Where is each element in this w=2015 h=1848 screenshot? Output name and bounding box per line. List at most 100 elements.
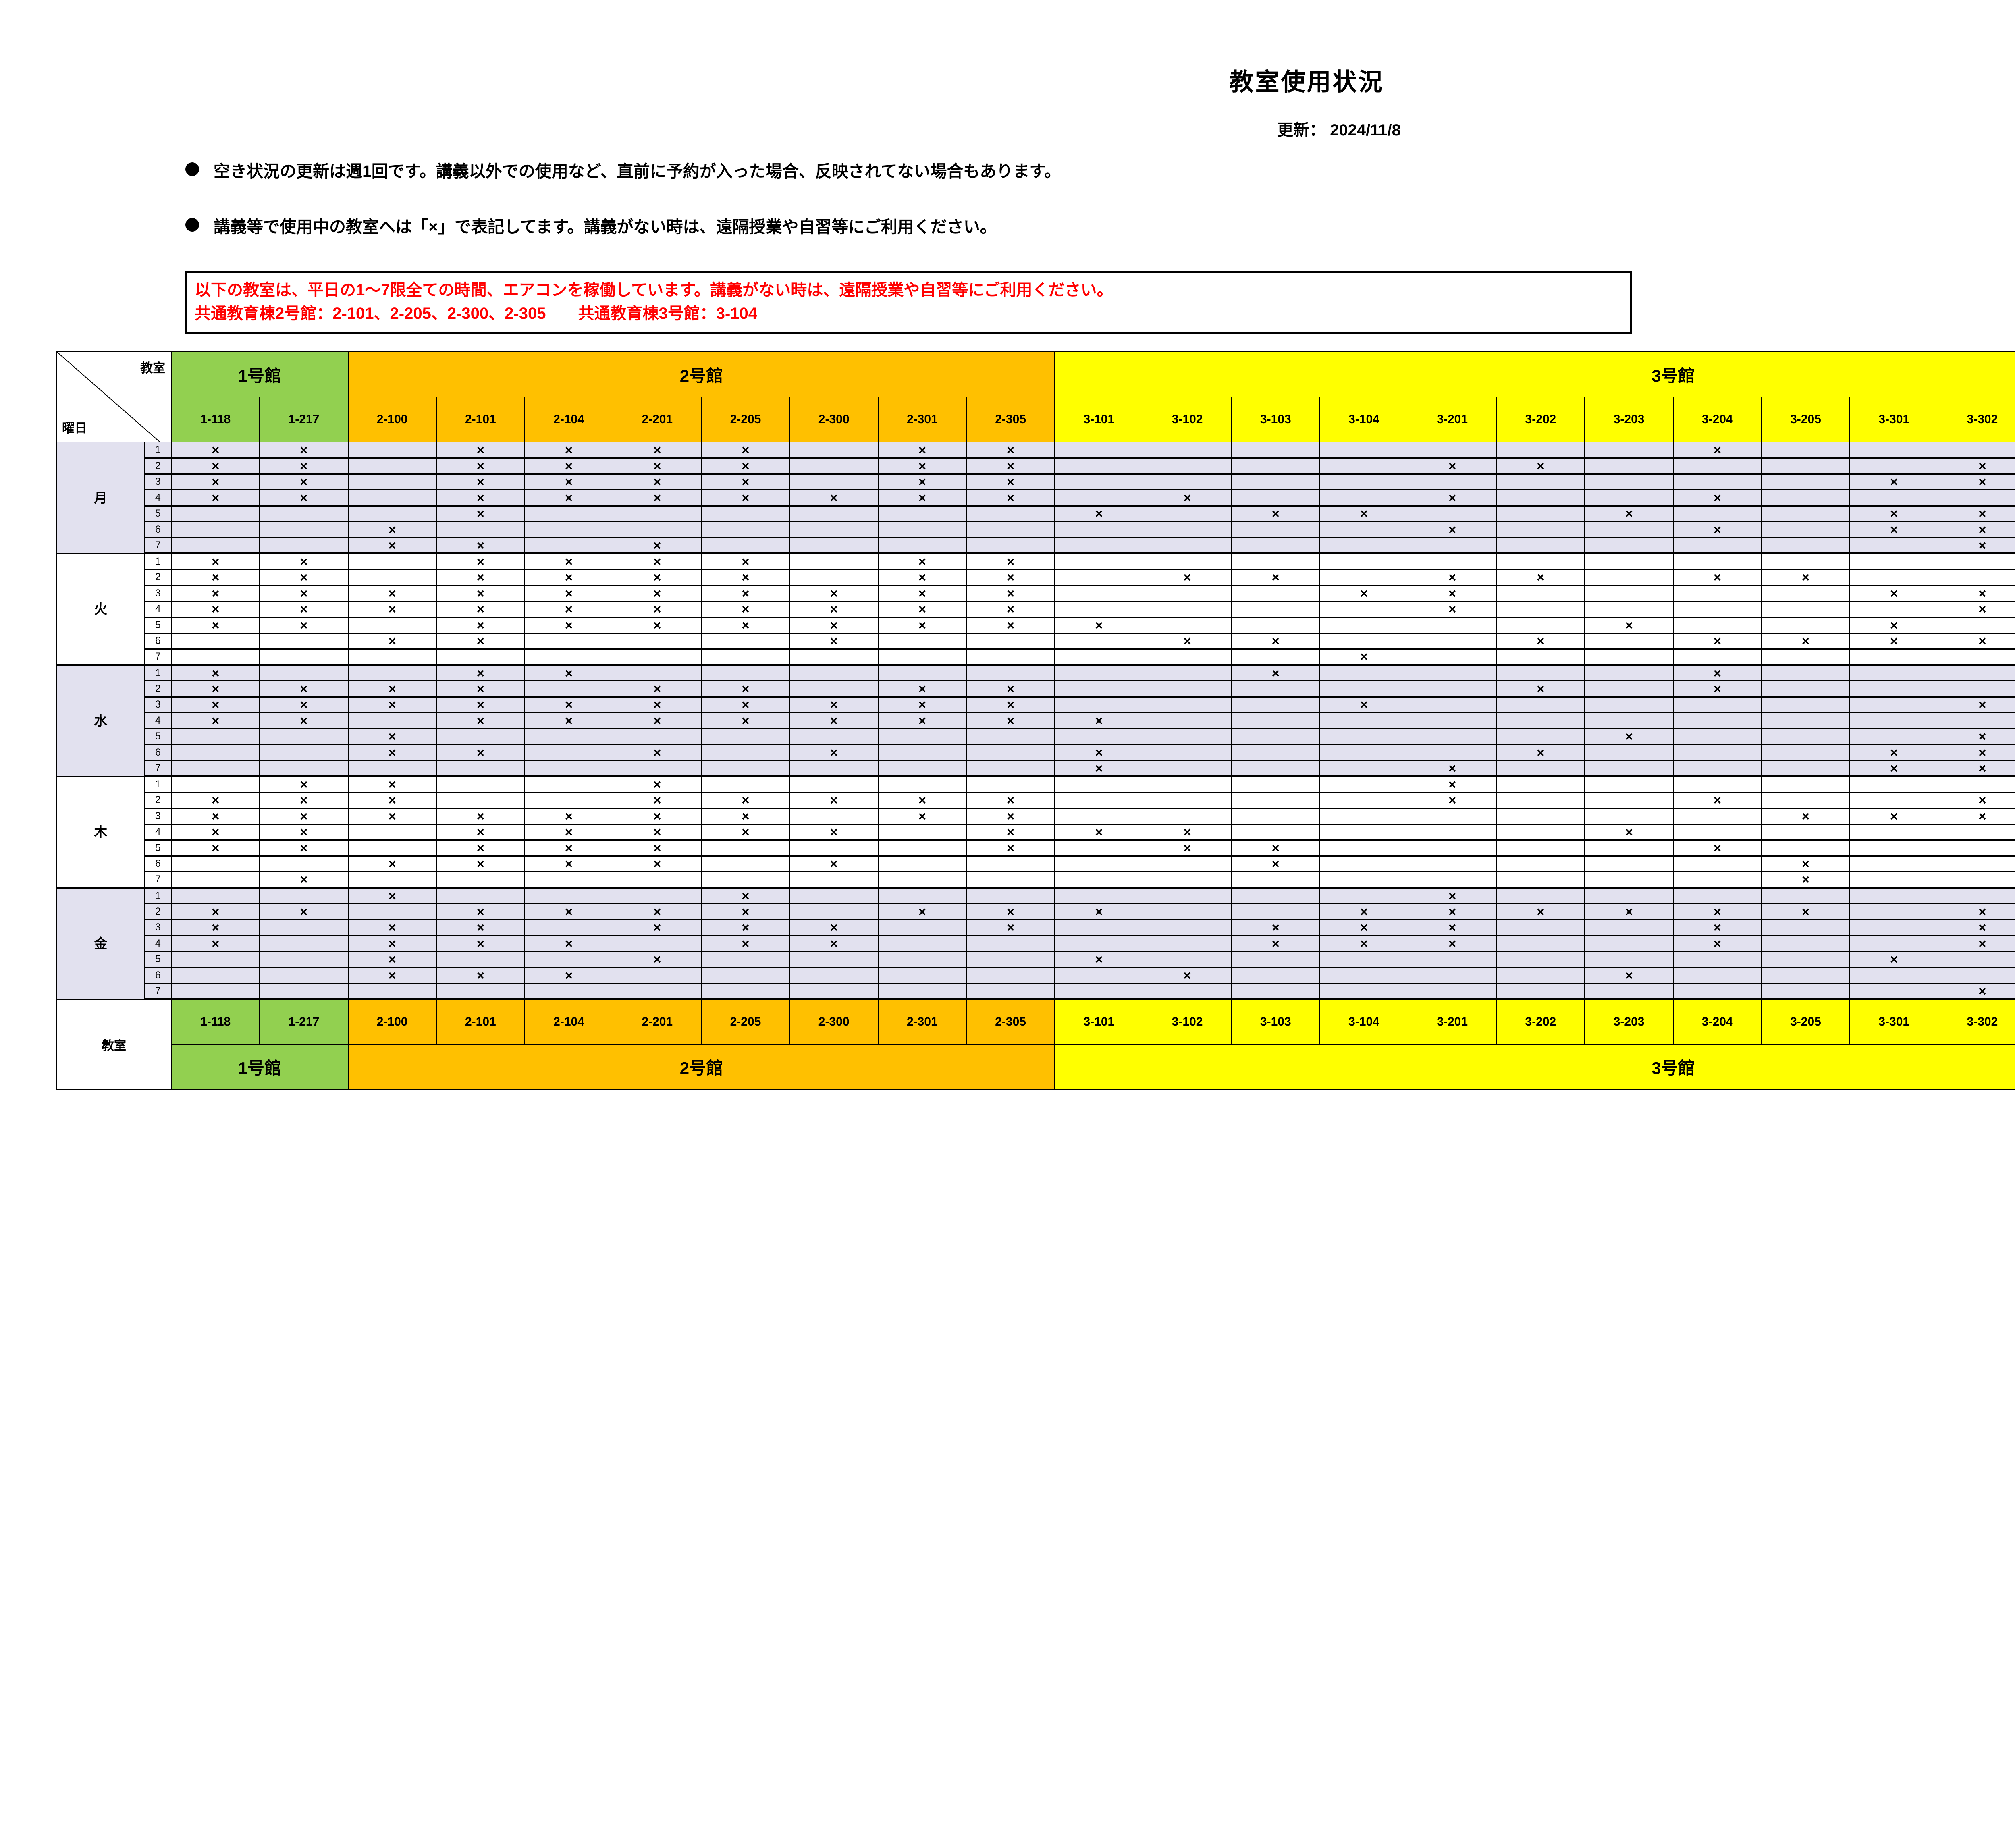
occupied-cell[interactable]: ×: [347, 951, 437, 968]
free-cell[interactable]: [1143, 696, 1232, 713]
free-cell[interactable]: [1496, 839, 1585, 857]
occupied-cell[interactable]: ×: [436, 855, 525, 872]
occupied-cell[interactable]: ×: [1231, 505, 1320, 522]
occupied-cell[interactable]: ×: [701, 442, 790, 459]
occupied-cell[interactable]: ×: [171, 903, 260, 920]
free-cell[interactable]: [1584, 935, 1674, 952]
occupied-cell[interactable]: ×: [966, 808, 1055, 825]
free-cell[interactable]: [966, 664, 1055, 681]
occupied-cell[interactable]: ×: [613, 951, 702, 968]
free-cell[interactable]: [1938, 887, 2015, 904]
free-cell[interactable]: [1408, 855, 1497, 872]
occupied-cell[interactable]: ×: [789, 633, 879, 650]
occupied-cell[interactable]: ×: [1319, 648, 1409, 666]
occupied-cell[interactable]: ×: [347, 585, 437, 602]
free-cell[interactable]: [1231, 728, 1320, 745]
occupied-cell[interactable]: ×: [259, 903, 349, 920]
free-cell[interactable]: [701, 537, 790, 554]
occupied-cell[interactable]: ×: [966, 617, 1055, 634]
occupied-cell[interactable]: ×: [613, 696, 702, 713]
occupied-cell[interactable]: ×: [436, 473, 525, 490]
occupied-cell[interactable]: ×: [1938, 983, 2015, 1000]
free-cell[interactable]: [1496, 919, 1585, 936]
free-cell[interactable]: [259, 760, 349, 777]
occupied-cell[interactable]: ×: [171, 712, 260, 729]
occupied-cell[interactable]: ×: [1143, 839, 1232, 857]
occupied-cell[interactable]: ×: [877, 808, 967, 825]
free-cell[interactable]: [701, 967, 790, 984]
free-cell[interactable]: [1054, 855, 1144, 872]
occupied-cell[interactable]: ×: [171, 489, 260, 507]
occupied-cell[interactable]: ×: [524, 824, 614, 841]
free-cell[interactable]: [524, 728, 614, 745]
free-cell[interactable]: [1231, 521, 1320, 538]
occupied-cell[interactable]: ×: [1054, 760, 1144, 777]
free-cell[interactable]: [1408, 871, 1497, 889]
free-cell[interactable]: [789, 839, 879, 857]
occupied-cell[interactable]: ×: [966, 839, 1055, 857]
free-cell[interactable]: [613, 648, 702, 666]
free-cell[interactable]: [1319, 967, 1409, 984]
free-cell[interactable]: [1408, 983, 1497, 1000]
free-cell[interactable]: [1672, 457, 1762, 475]
occupied-cell[interactable]: ×: [171, 696, 260, 713]
free-cell[interactable]: [877, 967, 967, 984]
free-cell[interactable]: [1761, 983, 1851, 1000]
free-cell[interactable]: [1849, 935, 1939, 952]
occupied-cell[interactable]: ×: [877, 792, 967, 809]
occupied-cell[interactable]: ×: [1231, 633, 1320, 650]
free-cell[interactable]: [1231, 473, 1320, 490]
free-cell[interactable]: [1143, 903, 1232, 920]
occupied-cell[interactable]: ×: [1496, 457, 1585, 475]
free-cell[interactable]: [966, 633, 1055, 650]
free-cell[interactable]: [1054, 696, 1144, 713]
occupied-cell[interactable]: ×: [524, 903, 614, 920]
free-cell[interactable]: [966, 728, 1055, 745]
free-cell[interactable]: [701, 839, 790, 857]
occupied-cell[interactable]: ×: [171, 808, 260, 825]
free-cell[interactable]: [1584, 808, 1674, 825]
free-cell[interactable]: [701, 505, 790, 522]
occupied-cell[interactable]: ×: [613, 585, 702, 602]
free-cell[interactable]: [1584, 569, 1674, 586]
occupied-cell[interactable]: ×: [966, 585, 1055, 602]
occupied-cell[interactable]: ×: [1143, 633, 1232, 650]
free-cell[interactable]: [789, 887, 879, 904]
occupied-cell[interactable]: ×: [1054, 824, 1144, 841]
free-cell[interactable]: [966, 855, 1055, 872]
free-cell[interactable]: [1938, 553, 2015, 570]
free-cell[interactable]: [1849, 601, 1939, 618]
free-cell[interactable]: [259, 919, 349, 936]
free-cell[interactable]: [259, 537, 349, 554]
occupied-cell[interactable]: ×: [524, 712, 614, 729]
occupied-cell[interactable]: ×: [1938, 505, 2015, 522]
free-cell[interactable]: [1054, 442, 1144, 459]
free-cell[interactable]: [436, 521, 525, 538]
free-cell[interactable]: [1849, 855, 1939, 872]
free-cell[interactable]: [1761, 919, 1851, 936]
free-cell[interactable]: [966, 744, 1055, 761]
free-cell[interactable]: [877, 744, 967, 761]
free-cell[interactable]: [171, 521, 260, 538]
free-cell[interactable]: [259, 935, 349, 952]
occupied-cell[interactable]: ×: [877, 569, 967, 586]
free-cell[interactable]: [877, 871, 967, 889]
occupied-cell[interactable]: ×: [259, 473, 349, 490]
free-cell[interactable]: [1143, 792, 1232, 809]
free-cell[interactable]: [1496, 792, 1585, 809]
free-cell[interactable]: [1231, 489, 1320, 507]
free-cell[interactable]: [259, 983, 349, 1000]
free-cell[interactable]: [1319, 728, 1409, 745]
occupied-cell[interactable]: ×: [1496, 744, 1585, 761]
occupied-cell[interactable]: ×: [701, 569, 790, 586]
occupied-cell[interactable]: ×: [1849, 617, 1939, 634]
occupied-cell[interactable]: ×: [347, 537, 437, 554]
free-cell[interactable]: [1054, 871, 1144, 889]
free-cell[interactable]: [1231, 648, 1320, 666]
occupied-cell[interactable]: ×: [259, 680, 349, 698]
free-cell[interactable]: [436, 760, 525, 777]
free-cell[interactable]: [1143, 808, 1232, 825]
free-cell[interactable]: [877, 919, 967, 936]
free-cell[interactable]: [259, 664, 349, 681]
free-cell[interactable]: [789, 569, 879, 586]
